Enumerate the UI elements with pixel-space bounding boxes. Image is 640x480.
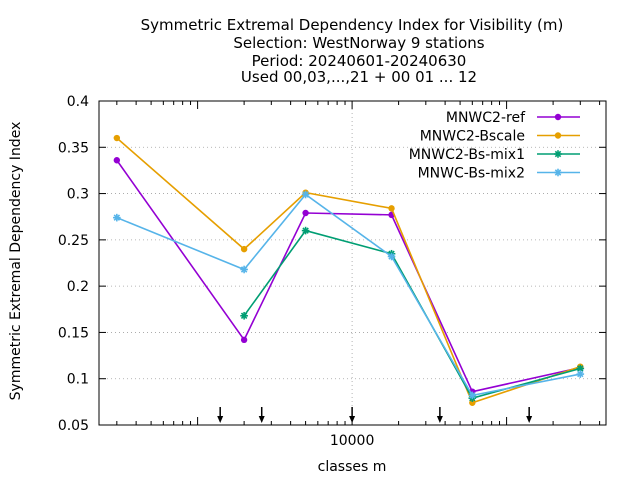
- series-line: [116, 193, 581, 397]
- data-point: [301, 190, 310, 199]
- legend-label: MNWC2-ref: [446, 110, 526, 126]
- legend-entry: MNWC2-ref: [446, 110, 580, 126]
- series-line: [116, 159, 581, 393]
- threshold-arrow-head: [258, 416, 265, 423]
- legend-entry: MNWC2-Bscale: [420, 129, 580, 145]
- data-point: [554, 150, 562, 158]
- data-point: [113, 157, 121, 164]
- tick-labels: 0.05 0.1 0.15 0.2 0.25 0.3 0.35 0.4 10000: [58, 94, 375, 449]
- title-line-2: Selection: WestNorway 9 stations: [233, 34, 484, 52]
- title-line-1: Symmetric Extremal Dependency Index for …: [141, 16, 564, 34]
- threshold-arrow-head: [349, 416, 356, 423]
- x-axis-label: classes m: [318, 459, 387, 475]
- y-tick-label: 0.1: [67, 372, 89, 388]
- data-point: [240, 265, 248, 274]
- data-point: [469, 399, 476, 406]
- data-point: [554, 168, 562, 177]
- series-line: [116, 137, 581, 404]
- series: [113, 134, 585, 406]
- threshold-arrows: [217, 407, 533, 423]
- threshold-arrow-head: [217, 416, 224, 423]
- data-point: [387, 252, 396, 261]
- y-tick-label: 0.4: [67, 94, 89, 110]
- y-tick-label: 0.25: [58, 233, 89, 249]
- plot-frame: [98, 100, 607, 426]
- data-point: [302, 209, 309, 217]
- legend-label: MNWC2-Bs-mix1: [409, 147, 525, 163]
- x-tick-label: 10000: [330, 433, 375, 449]
- axes: [98, 100, 607, 426]
- legend-label: MNWC2-Bscale: [420, 129, 525, 145]
- data-point: [554, 132, 562, 139]
- data-point: [240, 336, 248, 344]
- data-point: [113, 213, 121, 222]
- title-line-4: Used 00,03,...,21 + 00 01 ... 12: [241, 68, 477, 86]
- data-point: [554, 113, 562, 121]
- legend-entry: MNWC2-Bs-mix1: [409, 147, 580, 163]
- data-point: [388, 205, 395, 212]
- grid: [99, 101, 606, 425]
- data-point: [468, 391, 477, 400]
- legend-label: MNWC-Bs-mix2: [418, 166, 525, 182]
- y-axis-label: Symmetric Extremal Dependency Index: [8, 122, 24, 401]
- data-point: [113, 134, 121, 142]
- data-point: [301, 226, 310, 235]
- threshold-arrow-head: [436, 416, 443, 423]
- legend-entry: MNWC-Bs-mix2: [418, 166, 580, 182]
- y-tick-label: 0.3: [67, 187, 89, 203]
- data-point: [240, 245, 248, 253]
- data-point: [576, 370, 585, 378]
- legend: MNWC2-ref MNWC2-Bscale MNWC2-Bs-mix1 MNWC-B…: [409, 110, 580, 182]
- y-tick-label: 0.35: [58, 140, 89, 156]
- y-tick-label: 0.05: [58, 418, 89, 434]
- y-tick-label: 0.2: [67, 279, 89, 295]
- chart-title: Symmetric Extremal Dependency Index for …: [141, 16, 564, 86]
- title-line-3: Period: 20240601-20240630: [252, 52, 467, 70]
- series-mnwc-bs-mix2: [113, 190, 585, 400]
- y-tick-label: 0.15: [58, 325, 89, 341]
- data-point: [240, 311, 248, 320]
- threshold-arrow-head: [526, 416, 533, 423]
